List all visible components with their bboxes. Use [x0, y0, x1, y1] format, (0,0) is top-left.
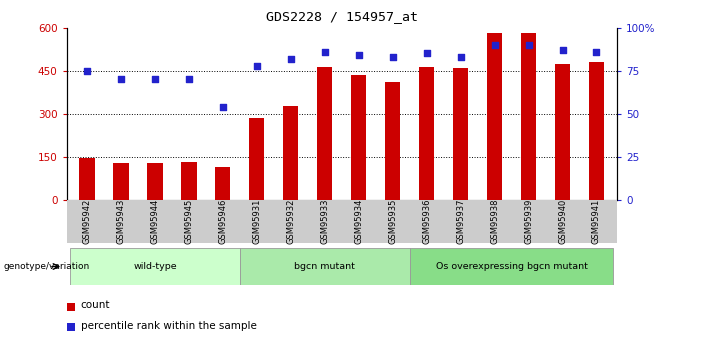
- Bar: [589, 62, 604, 200]
- Text: GSM95944: GSM95944: [151, 199, 159, 244]
- Bar: [147, 163, 163, 200]
- Text: count: count: [81, 300, 110, 310]
- Point: [116, 77, 127, 82]
- Text: GSM95934: GSM95934: [354, 199, 363, 244]
- Point: [353, 52, 365, 58]
- Point: [251, 63, 262, 68]
- Point: [591, 49, 602, 55]
- Text: GSM95940: GSM95940: [558, 199, 567, 244]
- Text: GSM95941: GSM95941: [592, 199, 601, 244]
- Point: [387, 54, 398, 60]
- Point: [455, 54, 466, 60]
- Bar: [409, 248, 613, 285]
- Text: GSM95942: GSM95942: [83, 199, 91, 244]
- Bar: [317, 67, 332, 200]
- Text: genotype/variation: genotype/variation: [4, 262, 90, 271]
- Bar: [283, 106, 299, 200]
- Bar: [453, 68, 468, 200]
- Point: [183, 77, 194, 82]
- Bar: [114, 163, 128, 200]
- Point: [523, 42, 534, 48]
- Text: GSM95935: GSM95935: [388, 199, 397, 244]
- Bar: [240, 248, 409, 285]
- Point: [489, 42, 501, 48]
- Point: [81, 68, 93, 73]
- Point: [285, 56, 297, 61]
- Bar: [385, 82, 400, 200]
- Point: [557, 47, 568, 53]
- Bar: [215, 167, 231, 200]
- Text: GSM95938: GSM95938: [490, 199, 499, 244]
- Text: Os overexpressing bgcn mutant: Os overexpressing bgcn mutant: [435, 262, 587, 271]
- Text: GSM95946: GSM95946: [218, 199, 227, 244]
- Text: percentile rank within the sample: percentile rank within the sample: [81, 321, 257, 331]
- Text: GDS2228 / 154957_at: GDS2228 / 154957_at: [266, 10, 418, 23]
- Bar: [555, 64, 570, 200]
- Point: [319, 49, 330, 55]
- Bar: [351, 75, 367, 200]
- Bar: [249, 118, 264, 200]
- Bar: [70, 248, 240, 285]
- Text: bgcn mutant: bgcn mutant: [294, 262, 355, 271]
- Text: GSM95936: GSM95936: [422, 199, 431, 244]
- Bar: [419, 67, 435, 200]
- Text: GSM95932: GSM95932: [286, 199, 295, 244]
- Bar: [182, 162, 196, 200]
- Point: [149, 77, 161, 82]
- Text: GSM95939: GSM95939: [524, 199, 533, 244]
- Text: GSM95945: GSM95945: [184, 199, 193, 244]
- Text: GSM95931: GSM95931: [252, 199, 261, 244]
- Text: GSM95943: GSM95943: [116, 199, 125, 244]
- Point: [421, 51, 433, 56]
- Text: wild-type: wild-type: [133, 262, 177, 271]
- Bar: [79, 158, 95, 200]
- Text: GSM95937: GSM95937: [456, 199, 465, 244]
- Bar: [521, 33, 536, 200]
- Text: GSM95933: GSM95933: [320, 199, 329, 244]
- Point: [217, 104, 229, 110]
- Bar: [487, 33, 502, 200]
